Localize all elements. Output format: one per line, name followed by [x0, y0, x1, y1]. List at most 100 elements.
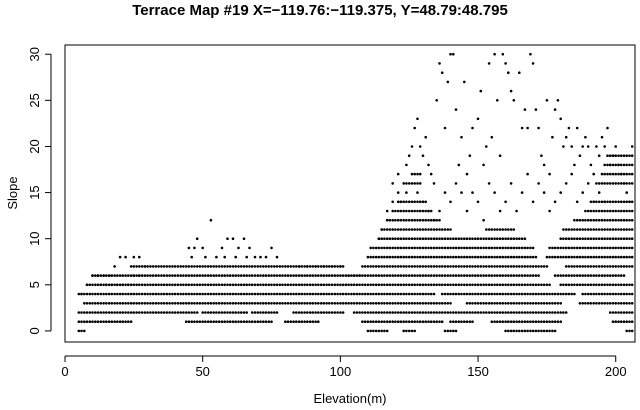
data-point: [201, 265, 204, 268]
data-point: [303, 311, 306, 314]
data-point: [474, 274, 477, 277]
data-point: [501, 265, 505, 268]
data-point: [421, 274, 425, 277]
data-point: [581, 228, 584, 231]
data-point: [267, 292, 271, 296]
data-point: [394, 209, 397, 213]
data-point: [531, 302, 535, 305]
data-point: [418, 320, 422, 324]
data-point: [339, 292, 342, 296]
data-point: [234, 302, 237, 305]
data-point: [611, 200, 615, 204]
data-point: [614, 172, 617, 176]
data-point: [184, 283, 188, 287]
data-point: [385, 329, 389, 333]
data-point: [195, 292, 199, 296]
data-point: [479, 89, 483, 93]
data-point: [440, 246, 444, 250]
data-point: [509, 237, 513, 240]
data-point: [248, 265, 251, 268]
data-point: [413, 182, 417, 185]
data-point: [413, 255, 417, 259]
data-point: [405, 218, 408, 222]
data-point: [369, 311, 373, 314]
data-point: [463, 320, 466, 324]
data-point: [507, 265, 510, 268]
data-point: [284, 320, 287, 324]
data-point: [440, 302, 444, 305]
data-point: [424, 292, 428, 296]
data-point: [595, 283, 598, 287]
data-point: [556, 99, 560, 102]
data-point: [94, 311, 97, 314]
data-point: [416, 311, 419, 314]
data-point: [487, 62, 491, 65]
data-point: [325, 274, 328, 277]
data-point: [391, 283, 395, 287]
data-point: [377, 320, 381, 324]
data-point: [619, 228, 623, 231]
data-point: [625, 292, 628, 296]
data-point: [385, 320, 389, 324]
data-point: [250, 292, 254, 296]
data-point: [129, 320, 133, 324]
data-point: [363, 292, 367, 296]
data-point: [209, 274, 213, 277]
data-point: [603, 274, 606, 277]
data-point: [501, 283, 505, 287]
data-point: [91, 320, 94, 324]
data-point: [567, 255, 571, 259]
data-point: [457, 283, 461, 287]
data-point: [512, 274, 516, 277]
data-point: [471, 255, 474, 259]
data-point: [193, 265, 196, 268]
data-point: [526, 246, 529, 250]
data-point: [220, 274, 224, 277]
data-point: [372, 265, 375, 268]
data-point: [556, 255, 560, 259]
data-point: [300, 311, 304, 314]
data-point: [608, 292, 612, 296]
data-point: [614, 246, 617, 250]
data-point: [317, 292, 320, 296]
data-point: [242, 274, 246, 277]
data-point: [107, 320, 111, 324]
data-point: [410, 329, 414, 333]
data-point: [275, 274, 279, 277]
data-point: [474, 283, 477, 287]
data-point: [405, 200, 408, 204]
data-point: [562, 292, 565, 296]
data-point: [435, 311, 439, 314]
data-point: [600, 172, 604, 176]
data-point: [284, 265, 287, 268]
data-point: [498, 292, 502, 296]
data-point: [308, 292, 312, 296]
data-point: [427, 302, 430, 305]
data-point: [611, 265, 615, 268]
data-point: [465, 320, 469, 324]
data-point: [157, 302, 160, 305]
data-point: [614, 255, 617, 259]
data-point: [526, 329, 529, 333]
data-point: [94, 302, 97, 305]
data-point: [427, 265, 430, 268]
data-point: [129, 283, 133, 287]
data-point: [606, 246, 609, 250]
data-point: [358, 302, 361, 305]
data-point: [501, 228, 505, 231]
data-point: [410, 209, 414, 213]
data-point: [215, 255, 218, 259]
data-point: [507, 311, 510, 314]
data-point: [77, 329, 81, 333]
data-point: [402, 246, 406, 250]
data-point: [493, 320, 496, 324]
data-point: [273, 274, 276, 277]
data-point: [295, 265, 298, 268]
data-point: [427, 228, 430, 231]
data-point: [385, 265, 389, 268]
data-point: [256, 302, 260, 305]
data-point: [413, 209, 417, 213]
data-point: [545, 99, 549, 102]
data-point: [564, 135, 568, 139]
